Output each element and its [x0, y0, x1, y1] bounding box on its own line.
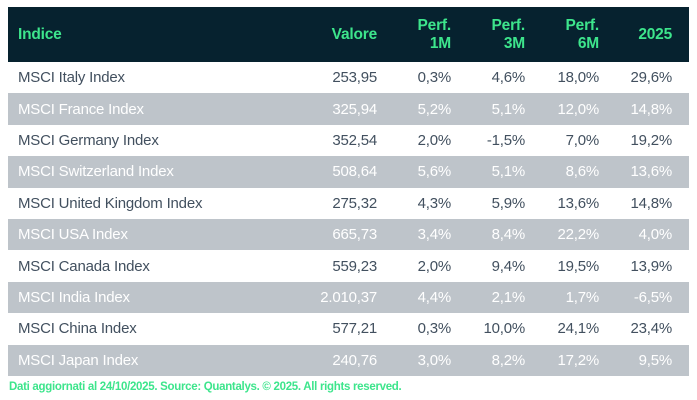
perf-2025-cell: 4,0%	[615, 218, 689, 251]
perf-3m-cell: -1,5%	[486, 131, 525, 149]
valore-cell: 559,23	[332, 257, 377, 275]
perf-6m-cell: 7,0%	[565, 131, 600, 149]
valore-cell: 240,76	[308, 344, 393, 376]
header-cell-2025: 2025	[615, 7, 689, 62]
table-row: MSCI China Index 577,21 0,3% 10,0% 24,1%…	[8, 313, 689, 344]
perf-3m-cell: 5,1%	[467, 156, 541, 188]
header-cell-perf-3m: Perf. 3M	[467, 7, 541, 62]
index-name-cell: MSCI China Index	[18, 320, 137, 338]
valore-cell: 2.010,37	[308, 281, 393, 314]
index-name-cell: MSCI France Index	[8, 93, 308, 125]
perf-2025-cell: 14,8%	[615, 93, 689, 125]
valore-cell: 275,32	[332, 194, 377, 212]
perf-3m-cell: 8,4%	[467, 218, 541, 251]
perf-1m-cell: 2,0%	[417, 257, 452, 275]
perf-1m-cell: 5,2%	[393, 93, 467, 125]
perf-6m-cell: 22,2%	[541, 218, 615, 251]
index-name-cell: MSCI United Kingdom Index	[18, 194, 203, 212]
header-cell-perf-1m: Perf. 1M	[393, 7, 467, 62]
table-row: MSCI France Index 325,94 5,2% 5,1% 12,0%…	[8, 93, 689, 125]
perf-2025-cell: 13,9%	[630, 257, 672, 275]
index-name-cell: MSCI Switzerland Index	[8, 156, 308, 188]
table-row: MSCI United Kingdom Index 275,32 4,3% 5,…	[8, 188, 689, 219]
table-row: MSCI Canada Index 559,23 2,0% 9,4% 19,5%…	[8, 250, 689, 281]
perf-2025-cell: 13,6%	[615, 156, 689, 188]
table-row: MSCI Switzerland Index 508,64 5,6% 5,1% …	[8, 156, 689, 188]
footer-note: Dati aggiornati al 24/10/2025. Source: Q…	[9, 380, 402, 393]
perf-2025-cell: 14,8%	[630, 194, 672, 212]
perf-1m-cell: 0,3%	[417, 320, 452, 338]
index-name-cell: MSCI Germany Index	[18, 131, 159, 149]
index-name-cell: MSCI Italy Index	[18, 69, 125, 87]
perf-6m-cell: 12,0%	[541, 93, 615, 125]
header-cell-indice: Indice	[8, 7, 308, 62]
indices-table-body: MSCI Italy Index 253,95 0,3% 4,6% 18,0% …	[8, 62, 689, 376]
index-name-cell: MSCI India Index	[8, 281, 308, 314]
perf-2025-cell: 29,6%	[630, 69, 672, 87]
indices-table: Indice Valore Perf. 1M Perf. 3M Perf. 6M…	[8, 7, 689, 376]
perf-1m-cell: 4,3%	[417, 194, 452, 212]
perf-2025-cell: 23,4%	[630, 320, 672, 338]
perf-1m-cell: 4,4%	[393, 281, 467, 314]
perf-1m-cell: 3,0%	[393, 344, 467, 376]
perf-1m-cell: 0,3%	[417, 69, 452, 87]
perf-3m-cell: 2,1%	[467, 281, 541, 314]
table-row: MSCI India Index 2.010,37 4,4% 2,1% 1,7%…	[8, 281, 689, 314]
valore-cell: 253,95	[332, 69, 377, 87]
perf-1m-cell: 2,0%	[417, 131, 452, 149]
valore-cell: 577,21	[332, 320, 377, 338]
perf-6m-cell: 13,6%	[557, 194, 599, 212]
table-row: MSCI Japan Index 240,76 3,0% 8,2% 17,2% …	[8, 344, 689, 376]
valore-cell: 325,94	[308, 93, 393, 125]
perf-6m-cell: 24,1%	[557, 320, 599, 338]
perf-2025-cell: 19,2%	[630, 131, 672, 149]
valore-cell: 508,64	[308, 156, 393, 188]
table-row: MSCI Italy Index 253,95 0,3% 4,6% 18,0% …	[8, 62, 689, 93]
perf-6m-cell: 19,5%	[557, 257, 599, 275]
header-cell-perf-6m: Perf. 6M	[541, 7, 615, 62]
perf-3m-cell: 9,4%	[491, 257, 526, 275]
perf-3m-cell: 8,2%	[467, 344, 541, 376]
perf-6m-cell: 8,6%	[541, 156, 615, 188]
perf-3m-cell: 5,1%	[467, 93, 541, 125]
table-row: MSCI USA Index 665,73 3,4% 8,4% 22,2% 4,…	[8, 218, 689, 251]
header-row: Indice Valore Perf. 1M Perf. 3M Perf. 6M…	[8, 7, 689, 62]
index-name-cell: MSCI USA Index	[8, 218, 308, 251]
perf-1m-cell: 3,4%	[393, 218, 467, 251]
index-name-cell: MSCI Canada Index	[18, 257, 150, 275]
valore-cell: 352,54	[332, 131, 377, 149]
perf-6m-cell: 1,7%	[541, 281, 615, 314]
perf-3m-cell: 4,6%	[491, 69, 526, 87]
valore-cell: 665,73	[308, 218, 393, 251]
perf-2025-cell: 9,5%	[615, 344, 689, 376]
perf-6m-cell: 18,0%	[557, 69, 599, 87]
perf-3m-cell: 5,9%	[491, 194, 526, 212]
header-cell-valore: Valore	[308, 7, 393, 62]
perf-2025-cell: -6,5%	[615, 281, 689, 314]
table-head: Indice Valore Perf. 1M Perf. 3M Perf. 6M…	[8, 7, 689, 62]
index-name-cell: MSCI Japan Index	[8, 344, 308, 376]
table-row: MSCI Germany Index 352,54 2,0% -1,5% 7,0…	[8, 125, 689, 156]
perf-6m-cell: 17,2%	[541, 344, 615, 376]
perf-1m-cell: 5,6%	[393, 156, 467, 188]
perf-3m-cell: 10,0%	[483, 320, 525, 338]
